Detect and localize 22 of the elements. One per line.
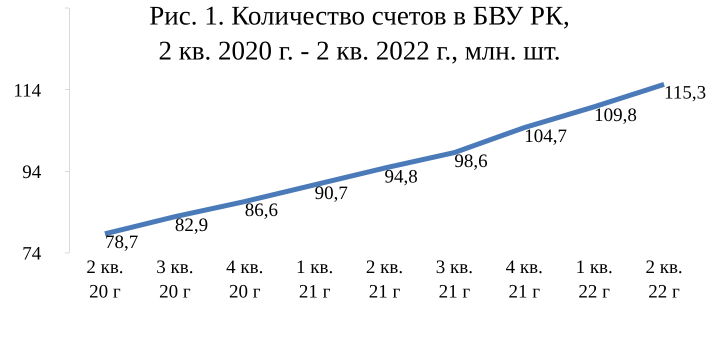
data-label: 94,8 — [384, 166, 418, 188]
data-label: 98,6 — [454, 150, 488, 172]
data-label: 109,8 — [594, 105, 637, 126]
x-tick-label: 1 кв. 22 г — [576, 257, 613, 303]
y-tick-label: 74 — [22, 244, 42, 265]
x-tick-label: 2 кв. 21 г — [366, 257, 404, 303]
data-label: 82,9 — [174, 214, 208, 236]
x-tick-label: 4 кв. 21 г — [506, 257, 543, 303]
x-tick-label: 2 кв. 22 г — [645, 257, 683, 303]
data-label: 104,7 — [524, 126, 568, 147]
data-label: 115,3 — [664, 82, 706, 104]
x-tick-label: 4 кв. 20 г — [226, 257, 264, 303]
data-label: 78,7 — [104, 232, 138, 254]
x-tick-label: 3 кв. 21 г — [436, 257, 473, 303]
x-tick-label: 3 кв. 20 г — [156, 257, 194, 303]
data-label: 90,7 — [314, 183, 348, 204]
y-tick-label: 94 — [22, 162, 42, 183]
y-tick-label: 114 — [13, 80, 42, 102]
data-label: 86,6 — [244, 200, 278, 221]
chart-title: Рис. 1. Количество счетов в БВУ РК, 2 кв. 2020 г. - 2 кв. 2022 г., млн. шт. — [149, 0, 570, 66]
x-tick-label: 2 кв. 20 г — [86, 257, 124, 303]
x-tick-label: 1 кв. 21 г — [296, 257, 334, 303]
